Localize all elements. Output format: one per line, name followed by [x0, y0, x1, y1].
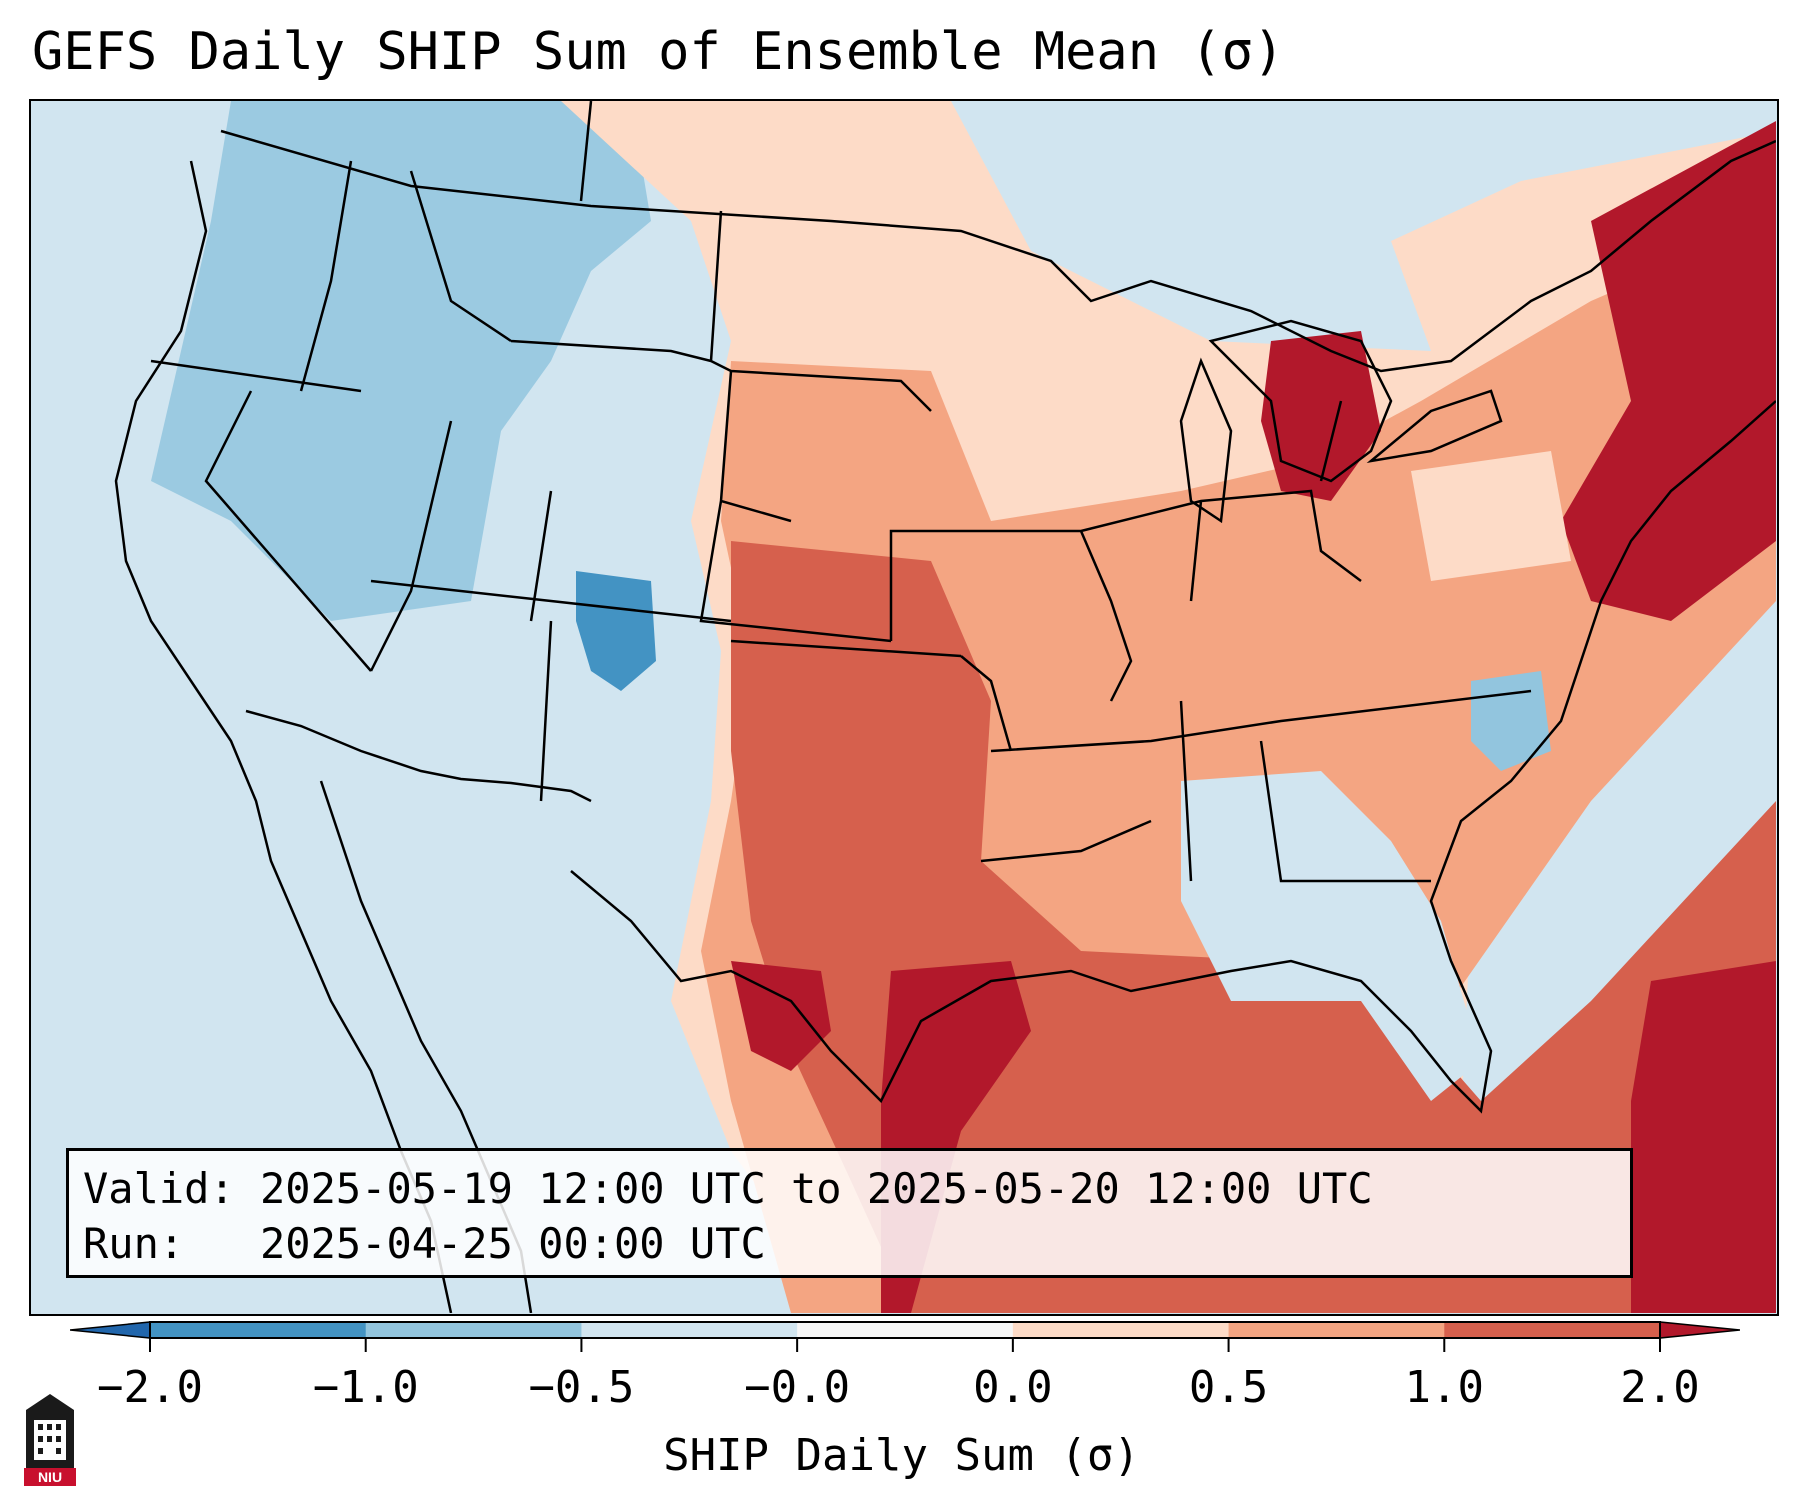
- colorbar-bin: [1012, 1322, 1230, 1338]
- shade-atlantic-extreme-positive: [1631, 961, 1776, 1313]
- shade-great-lakes-extreme-positive: [1261, 331, 1381, 501]
- colorbar-label: SHIP Daily Sum (σ): [663, 1430, 1140, 1481]
- validity-info-box: Valid: 2025-05-19 12:00 UTC to 2025-05-2…: [66, 1148, 1633, 1278]
- run-label: Run:: [83, 1219, 185, 1268]
- colorbar-tick-label: 1.0: [1404, 1362, 1485, 1413]
- colorbar-tick-label: −0.5: [528, 1362, 635, 1413]
- colorbar: [70, 1321, 1740, 1352]
- map-canvas: [114, 101, 1776, 1313]
- anomaly-shading: [151, 101, 1776, 1313]
- colorbar-bin: [150, 1322, 367, 1338]
- canada-us-border: [220, 129, 1776, 373]
- colorbar-bin: [1444, 1322, 1661, 1338]
- shade-pennsylvania-weak-positive: [1411, 451, 1571, 581]
- colorbar-bin: [797, 1322, 1014, 1338]
- colorbar-tick-label: 0.5: [1188, 1362, 1269, 1413]
- colorbar-bin: [1228, 1322, 1445, 1338]
- state-lines: [150, 101, 1532, 883]
- shade-southeast-weak-negative: [1181, 771, 1481, 1101]
- shade-southern-plains-strong-positive: [731, 541, 1776, 1313]
- logo-text: NIU: [38, 1469, 62, 1485]
- shade-colorado-strong-negative: [576, 571, 656, 691]
- gulf-coastline: [570, 400, 1776, 1114]
- colorbar-tick-label: −1.0: [312, 1362, 419, 1413]
- colorbar-extend-max: [1659, 1321, 1740, 1339]
- run-value: 2025-04-25 00:00 UTC: [260, 1219, 766, 1268]
- great-lakes-outline: [1179, 319, 1503, 524]
- colorbar-tick-label: −2.0: [97, 1362, 203, 1413]
- colorbar-tick-label: 0.0: [973, 1362, 1053, 1413]
- niu-logo: NIU: [24, 1394, 76, 1486]
- boundaries: [114, 101, 1776, 1313]
- valid-value: 2025-05-19 12:00 UTC to 2025-05-20 12:00…: [260, 1164, 1373, 1213]
- shade-west-moderate-negative: [151, 101, 651, 621]
- colorbar-tick-label: −0.0: [744, 1362, 851, 1413]
- colorbar-extend-min: [70, 1321, 151, 1339]
- shade-south-texas-extreme-positive: [731, 961, 831, 1071]
- chart-title: GEFS Daily SHIP Sum of Ensemble Mean (σ): [32, 22, 1285, 82]
- map-panel: [29, 99, 1779, 1316]
- colorbar-bin: [365, 1322, 582, 1338]
- west-coastline: [114, 160, 453, 1313]
- colorbar-bin: [581, 1322, 798, 1338]
- colorbar-tick-label: 2.0: [1620, 1362, 1700, 1413]
- shade-northeast-extreme-positive: [1561, 121, 1776, 621]
- valid-label: Valid:: [83, 1164, 235, 1213]
- colorbar-outline: [149, 1321, 1661, 1339]
- mexico-us-border: [245, 709, 592, 803]
